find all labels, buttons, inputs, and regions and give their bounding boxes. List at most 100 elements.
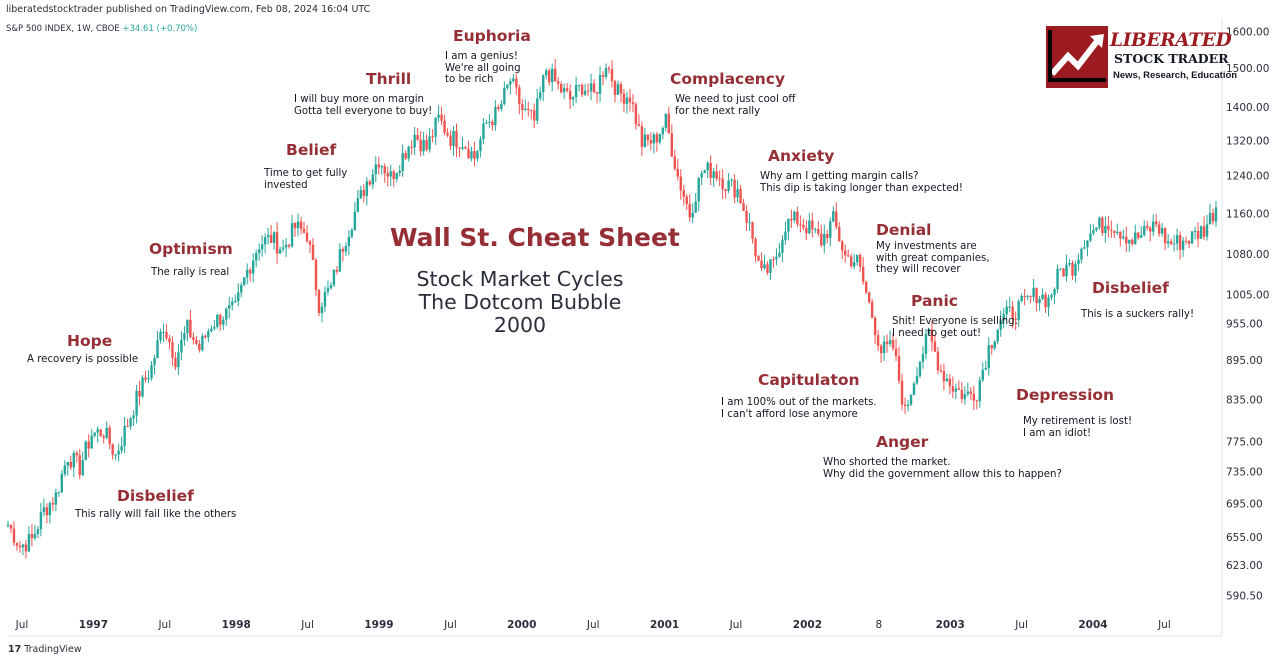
candle-body <box>1160 228 1164 234</box>
candle <box>299 216 303 235</box>
candle-body <box>697 177 700 202</box>
candle-body <box>1163 228 1167 244</box>
candle <box>168 334 171 350</box>
candle-body <box>900 380 904 405</box>
tradingview-footer[interactable]: 17 TradingView <box>8 644 82 655</box>
candle <box>1166 234 1170 248</box>
candle-body <box>461 147 464 149</box>
candle-body <box>1193 231 1197 233</box>
candle <box>254 249 258 268</box>
liberated-stock-trader-logo[interactable]: LIBERATED STOCK TRADER News, Research, E… <box>1046 26 1237 88</box>
candle <box>1011 301 1014 329</box>
candle-body <box>1152 221 1155 232</box>
candle-body <box>1056 268 1059 290</box>
candle-body <box>556 81 560 84</box>
candle-body <box>341 249 345 252</box>
candle-body <box>213 327 216 329</box>
candle <box>323 286 327 312</box>
logo-name-line2: STOCK TRADER <box>1114 51 1229 66</box>
candle <box>921 346 925 369</box>
candle-body <box>39 512 43 530</box>
candle <box>643 127 647 148</box>
candle <box>598 66 602 103</box>
annotation-body: The rally is real <box>151 267 230 278</box>
candle <box>111 443 114 460</box>
candle <box>165 324 168 341</box>
candle-body <box>990 345 993 349</box>
y-tick-label: 623.00 <box>1226 560 1263 572</box>
candle-body <box>954 388 958 392</box>
candle-body <box>838 227 841 242</box>
candle <box>703 169 706 174</box>
candle-body <box>42 507 46 513</box>
candle-body <box>6 524 10 526</box>
candle <box>823 224 826 254</box>
candle-body <box>443 120 446 133</box>
candle-body <box>652 134 656 144</box>
candle <box>754 237 757 263</box>
candle-body <box>1077 259 1080 265</box>
candle <box>395 172 398 183</box>
candle <box>287 243 291 249</box>
candle-body <box>730 179 733 181</box>
candle <box>781 235 784 262</box>
candle-body <box>832 211 835 222</box>
candle <box>377 156 380 175</box>
candle <box>694 192 697 213</box>
candle <box>455 123 458 158</box>
candle <box>87 434 90 458</box>
candle <box>434 116 437 145</box>
annotation-body: Why am I getting margin calls? This dip … <box>760 171 963 194</box>
candle <box>344 242 348 256</box>
candle-body <box>290 223 294 247</box>
candle-body <box>323 291 327 307</box>
candle-body <box>33 534 37 539</box>
candle <box>404 150 407 161</box>
candle <box>1092 224 1095 236</box>
candle-body <box>338 249 342 272</box>
candle-body <box>1125 236 1128 244</box>
candle <box>96 426 99 443</box>
candle-body <box>915 376 919 384</box>
candle <box>1080 247 1083 264</box>
candle-body <box>975 400 978 402</box>
candle <box>78 448 81 480</box>
candle <box>476 150 479 162</box>
annotation-disbelief-2: Disbelief This is a suckers rally! <box>1081 279 1194 321</box>
candle <box>1154 214 1158 228</box>
candle <box>571 96 575 106</box>
candle-body <box>491 121 494 126</box>
candle <box>891 333 895 351</box>
candle-body <box>329 285 333 289</box>
candle <box>984 360 987 370</box>
symbol-name: S&P 500 INDEX, 1W, CBOE <box>6 24 120 34</box>
candle-body <box>688 204 691 218</box>
candle-body <box>1211 213 1215 222</box>
candle <box>724 188 727 199</box>
candle <box>1005 300 1008 321</box>
x-tick-label: Jul <box>15 619 29 631</box>
candle-body <box>951 386 955 392</box>
x-tick-label: 2001 <box>650 619 679 631</box>
candle-body <box>1122 236 1125 239</box>
candle <box>691 203 694 224</box>
candle <box>428 127 431 153</box>
candle <box>682 184 685 206</box>
candle-body <box>625 97 629 104</box>
candle-body <box>132 415 135 419</box>
candle <box>634 101 638 130</box>
candle-body <box>78 455 81 476</box>
annotation-capitulation: Capitulaton I am 100% out of the markets… <box>721 371 877 420</box>
candle-body <box>530 110 533 112</box>
candle <box>1098 216 1101 230</box>
candle <box>721 169 724 200</box>
candle <box>234 294 237 304</box>
candle <box>820 224 823 248</box>
candle-body <box>228 305 231 309</box>
candle <box>784 221 787 245</box>
candle <box>1041 288 1044 301</box>
candle <box>882 335 886 361</box>
candle-body <box>655 134 659 143</box>
candle <box>951 376 955 399</box>
